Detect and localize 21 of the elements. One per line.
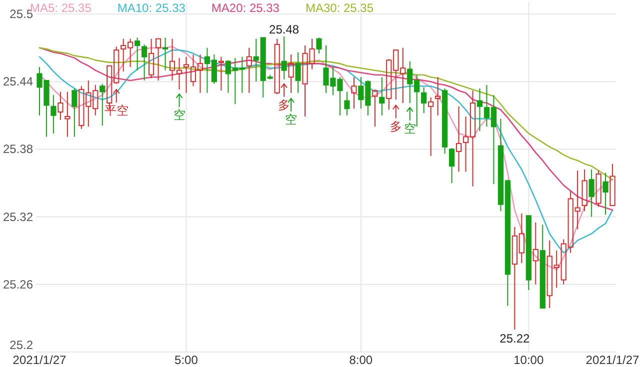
x-tick-label: 2021/1/27 [586,353,640,367]
x-tick-label: 10:00 [514,353,544,367]
annotation: 空 [404,122,416,136]
text: MA20: 25.33 [211,1,280,15]
annotation: 25.48 [269,22,300,37]
annotation: 25.22 [500,331,530,346]
annotation: 多 [390,119,402,134]
y-tick-label: 25.44 [2,74,34,89]
y-tick-label: 25.26 [2,277,34,292]
x-tick-label: 5:00 [174,353,198,367]
y-tick-label: 25.38 [2,142,34,156]
annotation: 多 [278,98,290,112]
x-tick-label: 8:00 [349,353,373,367]
annotation: 空 [173,108,186,122]
text: MA30: 25.35 [305,1,374,15]
x-tick-label: 2021/1/27 [12,353,67,367]
y-tick-label: 25.2 [10,338,34,352]
annotation: 平空 [104,103,128,118]
y-tick-label: 25.32 [2,210,34,224]
text: MA10: 25.33 [117,1,186,15]
annotation: 空 [285,112,298,126]
